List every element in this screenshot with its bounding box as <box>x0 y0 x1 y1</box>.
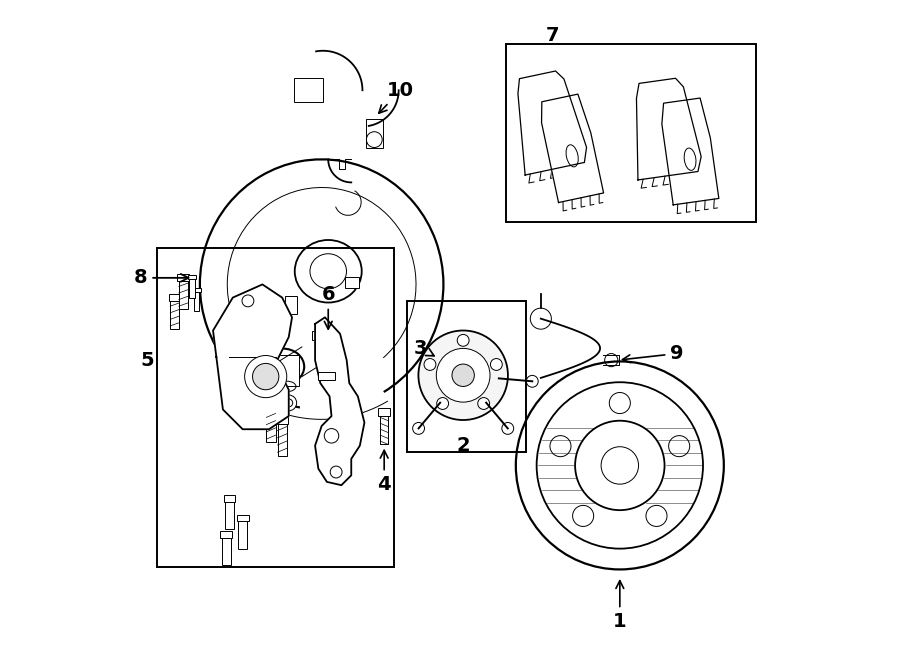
Circle shape <box>502 422 514 434</box>
Polygon shape <box>213 284 292 429</box>
Text: 10: 10 <box>379 81 414 113</box>
Bar <box>506 44 756 222</box>
Circle shape <box>436 348 490 402</box>
Bar <box>378 408 390 416</box>
Bar <box>225 500 234 529</box>
Bar <box>179 280 188 309</box>
Circle shape <box>646 506 667 526</box>
Circle shape <box>281 395 297 410</box>
Bar <box>177 274 189 281</box>
Text: 9: 9 <box>623 344 684 363</box>
Circle shape <box>245 356 287 398</box>
Text: 5: 5 <box>140 350 154 369</box>
Circle shape <box>550 436 571 457</box>
Polygon shape <box>662 98 719 205</box>
Circle shape <box>284 399 292 407</box>
Circle shape <box>418 330 508 420</box>
Bar <box>266 409 275 442</box>
Bar <box>294 79 323 102</box>
Bar <box>237 515 248 522</box>
Text: 6: 6 <box>321 285 335 329</box>
Bar <box>274 355 300 387</box>
Bar <box>277 422 287 455</box>
Circle shape <box>526 375 538 387</box>
Circle shape <box>436 397 448 409</box>
Polygon shape <box>518 71 587 175</box>
Circle shape <box>478 397 490 409</box>
Text: 3: 3 <box>414 339 434 358</box>
Polygon shape <box>315 317 365 485</box>
Bar <box>311 331 325 340</box>
Bar <box>220 531 232 538</box>
Circle shape <box>412 422 425 434</box>
Bar <box>189 278 194 297</box>
Text: 2: 2 <box>456 436 470 455</box>
Bar <box>265 404 277 410</box>
Circle shape <box>324 428 338 443</box>
Bar <box>223 495 236 502</box>
Circle shape <box>572 506 594 526</box>
Bar <box>169 293 181 301</box>
Bar <box>285 295 297 314</box>
Polygon shape <box>636 78 701 180</box>
Bar <box>407 301 526 452</box>
Circle shape <box>457 334 469 346</box>
Bar <box>194 291 199 311</box>
Text: 7: 7 <box>546 26 560 45</box>
Text: 4: 4 <box>377 450 391 494</box>
Bar <box>170 299 179 329</box>
Polygon shape <box>542 94 604 202</box>
Circle shape <box>601 447 638 484</box>
Bar <box>188 274 196 279</box>
Bar <box>276 416 288 424</box>
Circle shape <box>609 393 630 414</box>
Circle shape <box>330 466 342 478</box>
Text: 8: 8 <box>134 268 188 288</box>
Circle shape <box>669 436 689 457</box>
Circle shape <box>530 308 552 329</box>
Circle shape <box>491 358 502 370</box>
Circle shape <box>242 295 254 307</box>
Circle shape <box>253 364 279 390</box>
Circle shape <box>424 358 436 370</box>
Bar <box>345 277 359 288</box>
Circle shape <box>452 364 474 387</box>
Bar <box>221 537 230 565</box>
Bar <box>319 372 335 380</box>
Text: 1: 1 <box>613 580 626 631</box>
Bar <box>365 118 382 147</box>
Bar <box>238 520 248 549</box>
Bar <box>158 249 394 567</box>
Bar <box>193 288 201 292</box>
